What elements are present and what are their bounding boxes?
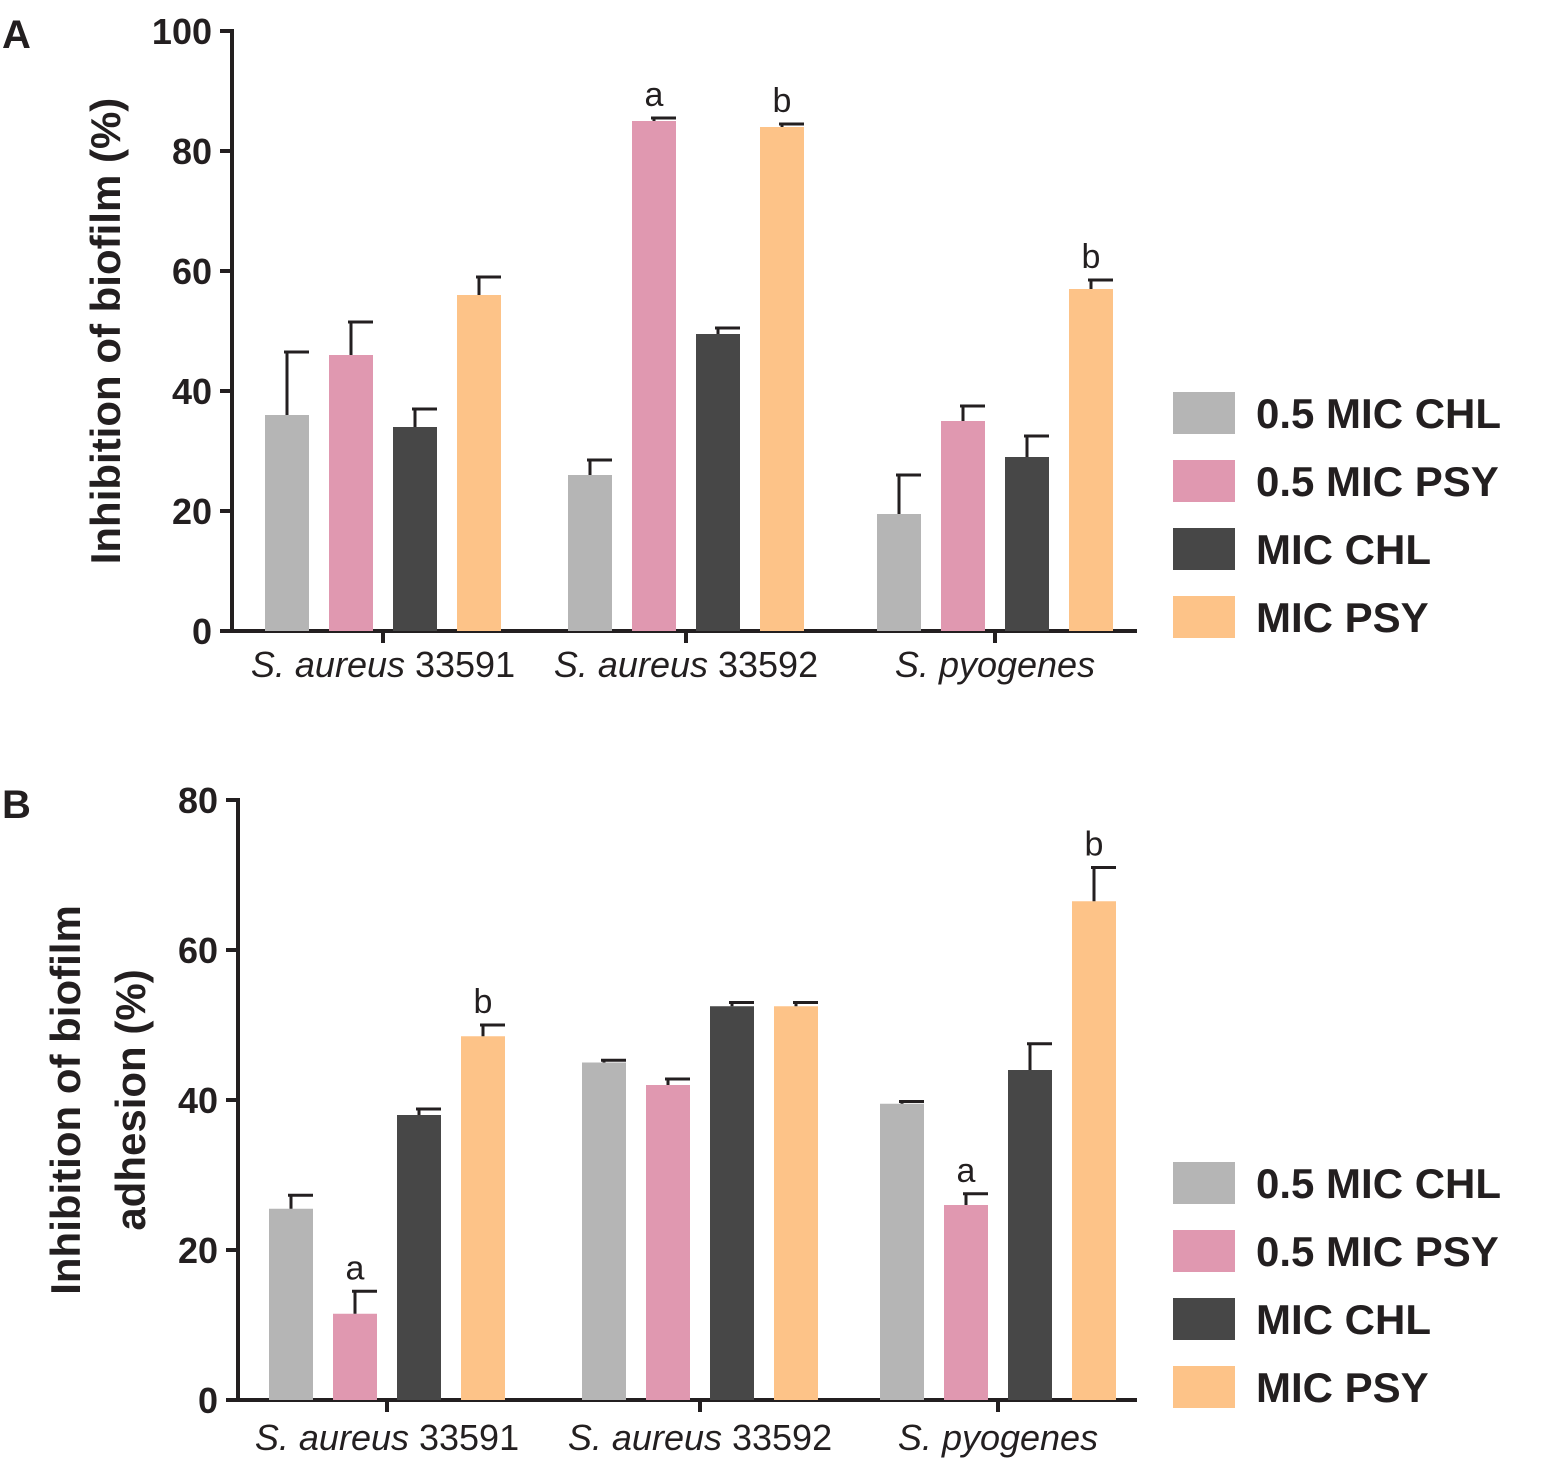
legend-swatch — [1173, 596, 1235, 638]
legend-label: 0.5 MIC PSY — [1256, 458, 1499, 505]
bar-0-5-mic-psy — [632, 121, 676, 631]
legend-label: MIC CHL — [1256, 526, 1431, 573]
legend-label: 0.5 MIC PSY — [1256, 1228, 1499, 1275]
bar-0-5-mic-psy — [646, 1085, 690, 1400]
y-tick-label: 20 — [172, 491, 212, 532]
y-axis-label-line: Inhibition of biofilm — [42, 905, 89, 1295]
legend-label: MIC PSY — [1256, 594, 1429, 641]
y-tick-label: 0 — [192, 611, 212, 652]
y-tick-label: 60 — [172, 251, 212, 292]
bar-mic-chl — [696, 334, 740, 631]
bar-0-5-mic-chl — [877, 514, 921, 631]
x-tick-label-strain: 33592 — [708, 644, 818, 685]
legend: 0.5 MIC CHL 0.5 MIC PSY MIC CHL MIC PSY — [1173, 390, 1501, 641]
y-tick-label: 80 — [172, 131, 212, 172]
panel-a: A Inhibition of biofilm (%) 0 20 40 60 80 100 S.… — [2, 11, 1501, 685]
y-tick-label: 0 — [198, 1380, 218, 1421]
y-tick-label: 20 — [178, 1230, 218, 1271]
x-tick-label: S. aureus 33591 — [251, 644, 515, 685]
bar-0-5-mic-chl — [582, 1062, 626, 1400]
bar-mic-chl — [710, 1006, 754, 1400]
x-tick-label: S. aureus 33591 — [255, 1417, 519, 1458]
x-tick-label-strain: 33591 — [405, 644, 515, 685]
x-tick-label-species: S. pyogenes — [895, 644, 1095, 685]
legend-swatch — [1173, 1230, 1235, 1272]
y-axis-label: Inhibition of biofilm adhesion (%) — [42, 905, 154, 1295]
significance-label: b — [1082, 238, 1101, 276]
bar-0-5-mic-chl — [568, 475, 612, 631]
y-axis-label-line: Inhibition of biofilm (%) — [82, 98, 129, 565]
panel-b: B Inhibition of biofilm adhesion (%) 0 20 40 6… — [2, 780, 1501, 1458]
bar-mic-psy — [461, 1036, 505, 1400]
bar-0-5-mic-chl — [269, 1208, 313, 1400]
significance-label: b — [474, 983, 493, 1021]
significance-label: a — [957, 1152, 976, 1190]
bar-0-5-mic-psy — [333, 1313, 377, 1400]
bar-mic-chl — [1008, 1070, 1052, 1400]
bar-mic-chl — [1005, 457, 1049, 631]
bar-mic-chl — [397, 1115, 441, 1400]
bar-0-5-mic-chl — [265, 415, 309, 631]
y-tick-label: 40 — [178, 1080, 218, 1121]
legend-label: MIC PSY — [1256, 1364, 1429, 1411]
y-axis-label: Inhibition of biofilm (%) — [82, 98, 129, 565]
legend-swatch — [1173, 1366, 1235, 1408]
legend-label: MIC CHL — [1256, 1296, 1431, 1343]
legend-swatch — [1173, 528, 1235, 570]
legend-swatch — [1173, 1162, 1235, 1204]
x-tick-label-species: S. aureus — [568, 1417, 722, 1458]
y-tick-label: 80 — [178, 780, 218, 821]
x-tick-label: S. pyogenes — [898, 1417, 1098, 1458]
bar-mic-psy — [774, 1006, 818, 1400]
x-tick-label: S. aureus 33592 — [568, 1417, 832, 1458]
significance-label: b — [1085, 826, 1104, 864]
legend-label: 0.5 MIC CHL — [1256, 1160, 1501, 1207]
y-tick-label: 60 — [178, 930, 218, 971]
x-tick-label: S. pyogenes — [895, 644, 1095, 685]
bar-0-5-mic-psy — [941, 421, 985, 631]
significance-label: a — [645, 76, 664, 114]
bar-mic-psy — [1069, 289, 1113, 631]
x-tick-label-species: S. aureus — [554, 644, 708, 685]
legend-swatch — [1173, 1298, 1235, 1340]
bar-mic-psy — [457, 295, 501, 631]
legend-swatch — [1173, 392, 1235, 434]
legend: 0.5 MIC CHL 0.5 MIC PSY MIC CHL MIC PSY — [1173, 1160, 1501, 1411]
panel-letter: A — [2, 13, 31, 57]
bar-0-5-mic-psy — [944, 1205, 988, 1400]
legend-swatch — [1173, 460, 1235, 502]
legend-label: 0.5 MIC CHL — [1256, 390, 1501, 437]
y-tick-label: 100 — [152, 11, 212, 52]
x-tick-label-species: S. aureus — [251, 644, 405, 685]
x-tick-label-strain: 33592 — [722, 1417, 832, 1458]
x-tick-label-species: S. pyogenes — [898, 1417, 1098, 1458]
x-tick-label-species: S. aureus — [255, 1417, 409, 1458]
bar-mic-psy — [1072, 901, 1116, 1400]
y-tick-label: 40 — [172, 371, 212, 412]
bar-mic-psy — [760, 127, 804, 631]
bar-0-5-mic-chl — [880, 1103, 924, 1400]
x-tick-label-strain: 33591 — [409, 1417, 519, 1458]
bar-0-5-mic-psy — [329, 355, 373, 631]
panel-letter: B — [2, 783, 31, 827]
significance-label: b — [773, 82, 792, 120]
y-axis-label-line: adhesion (%) — [107, 969, 154, 1230]
bar-mic-chl — [393, 427, 437, 631]
significance-label: a — [346, 1249, 365, 1287]
x-tick-label: S. aureus 33592 — [554, 644, 818, 685]
